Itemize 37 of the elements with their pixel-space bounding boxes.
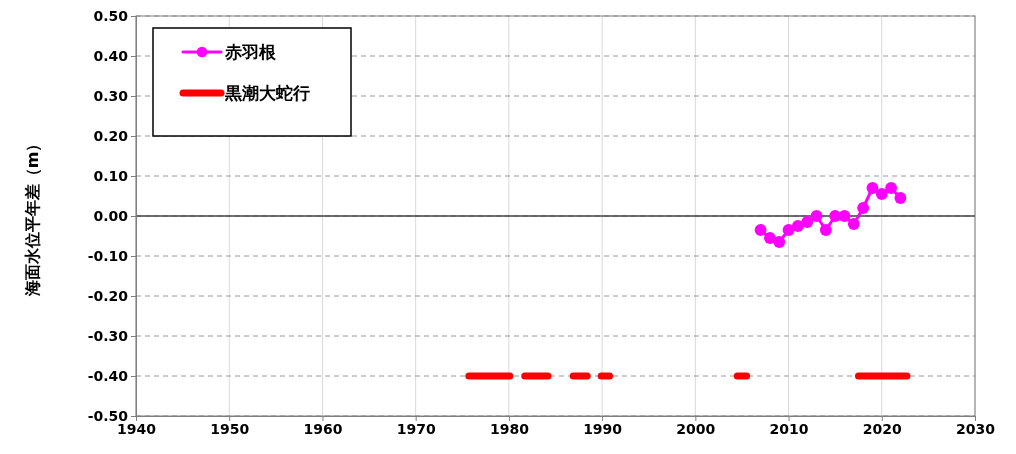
- y-tick-label: -0.30: [87, 327, 129, 344]
- point: [773, 236, 786, 248]
- point: [894, 192, 907, 204]
- point: [801, 216, 814, 228]
- x-tick-label: 1980: [489, 420, 530, 437]
- y-tick-label: 0.00: [93, 207, 129, 224]
- y-tick-label: -0.10: [87, 247, 129, 264]
- x-tick-label: 2030: [956, 420, 996, 437]
- x-tick-label: 2020: [862, 420, 903, 437]
- point: [885, 182, 898, 194]
- y-tick-label: 0.50: [93, 7, 129, 24]
- y-tick-label: 0.40: [93, 47, 129, 64]
- legend-label: 黒潮大蛇行: [224, 83, 310, 103]
- point: [866, 182, 879, 194]
- x-tick-label: 1970: [396, 420, 436, 437]
- x-tick-label: 1960: [303, 420, 343, 437]
- point: [875, 188, 888, 200]
- y-tick-label: -0.40: [87, 367, 129, 384]
- point: [754, 224, 767, 236]
- point: [763, 232, 776, 244]
- y-tick-label: 0.30: [93, 87, 129, 104]
- y-tick-label: 0.20: [93, 127, 129, 144]
- x-tick-label: 1990: [583, 420, 623, 437]
- x-tick-label: 2000: [676, 420, 716, 437]
- point: [857, 202, 870, 214]
- y-tick-label: 0.10: [93, 167, 129, 184]
- point: [819, 224, 832, 236]
- point: [838, 210, 851, 222]
- point: [810, 210, 823, 222]
- x-tick-label: 2010: [769, 420, 809, 437]
- legend-label: 赤羽根: [224, 42, 277, 62]
- y-tick-label: -0.20: [87, 287, 129, 304]
- x-tick-label: 1950: [210, 420, 250, 437]
- y-axis-title: 海面水位平年差（m）: [23, 135, 42, 298]
- point: [847, 218, 860, 230]
- point: [791, 220, 804, 232]
- point: [782, 224, 795, 236]
